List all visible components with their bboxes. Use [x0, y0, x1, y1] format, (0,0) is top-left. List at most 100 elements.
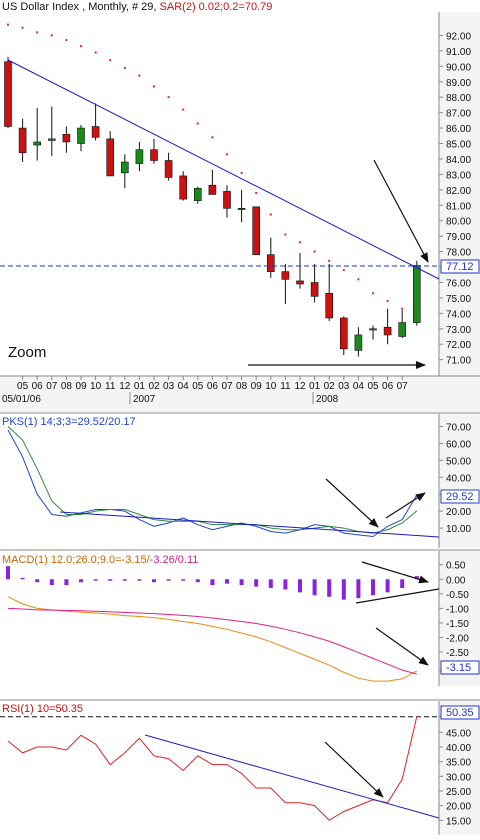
candle-body[interactable]: [179, 175, 187, 200]
sar-dot: [109, 59, 112, 62]
rsi-axis-strip: [439, 701, 480, 835]
candle-body[interactable]: [121, 161, 129, 174]
price-tick-label: 81.00: [446, 201, 471, 212]
candle-body[interactable]: [150, 149, 158, 161]
candle-body[interactable]: [164, 160, 173, 178]
candle-body[interactable]: [310, 282, 319, 297]
month-ticks: 05 06 07 08 09 10 11 12 01 02 03 04 05 06 07 08 09 10 11 12…: [17, 376, 408, 392]
macd-histogram-bar: [181, 579, 186, 581]
candle-body[interactable]: [339, 317, 348, 350]
sar-dot: [328, 259, 331, 262]
candle-body[interactable]: [252, 206, 260, 255]
sar-dot: [415, 361, 418, 364]
zoom-label[interactable]: Zoom: [8, 344, 46, 361]
price-tick-label: 75.00: [446, 294, 471, 305]
rsi-arrow: [324, 741, 384, 798]
rsi-tick-label: 15.00: [446, 816, 471, 827]
price-tick-label: 83.00: [446, 170, 471, 181]
candle-body[interactable]: [223, 191, 231, 209]
candle-body[interactable]: [281, 271, 290, 280]
stochastic-tick-label: 10.00: [446, 524, 471, 535]
macd-histogram-bar: [385, 579, 390, 593]
candle-body[interactable]: [412, 265, 421, 323]
sar-dot: [21, 26, 24, 29]
candle-body[interactable]: [369, 328, 377, 331]
candle-body[interactable]: [194, 187, 202, 201]
candle-body[interactable]: [135, 149, 144, 164]
macd-histogram-bar: [254, 579, 259, 587]
sar-dot: [226, 153, 228, 156]
month-tick-label: 09: [75, 381, 87, 392]
price-tick-label: 80.00: [446, 217, 471, 228]
candle-body[interactable]: [383, 326, 392, 336]
macd-histogram-bar: [225, 579, 229, 584]
date-label-2008: 2008: [316, 394, 339, 405]
month-tick-label: 06: [32, 381, 44, 392]
candle-body[interactable]: [208, 184, 217, 195]
sar-dot: [299, 241, 301, 244]
month-tick-label: 05: [367, 381, 379, 392]
month-tick-label: 02: [148, 381, 160, 392]
macd-histogram-bar: [108, 579, 113, 581]
stochastic-plot-area[interactable]: [0, 414, 439, 548]
macd-title-main: MACD(1) 12.0;26.0;9.0=-3.15/: [2, 554, 151, 566]
price-tick-label: 71.00: [446, 356, 471, 367]
price-tick-label: 76.00: [446, 278, 471, 289]
stochastic-tick-label: 20.00: [446, 507, 471, 518]
candle-body[interactable]: [33, 141, 42, 146]
macd-hist-trendline: [355, 588, 440, 604]
macd-lines: [7, 596, 418, 682]
stochastic-lines: [7, 426, 418, 538]
price-tick-label: 78.00: [446, 248, 471, 259]
month-tick-label: 10: [265, 381, 277, 392]
rsi-plot-area[interactable]: [0, 701, 439, 835]
macd-histogram-bar: [210, 579, 215, 586]
macd-histogram-bar: [239, 579, 244, 586]
macd-last-label: -3.15: [446, 662, 471, 674]
month-tick-label: 07: [46, 381, 58, 392]
price-tick-label: 72.00: [446, 340, 471, 351]
sar-dot: [240, 171, 243, 174]
macd-histogram-bar: [268, 579, 273, 588]
candle-body[interactable]: [62, 133, 71, 143]
breakout-arrow: [373, 159, 429, 263]
sar-dot: [182, 108, 185, 111]
candle-body[interactable]: [106, 138, 114, 177]
price-tick-label: 86.00: [446, 124, 471, 135]
macd-title: MACD(1) 12.0;26.0;9.0=-3.15/-3.26/0.11: [2, 554, 198, 566]
candle-body[interactable]: [91, 126, 100, 138]
rsi-last-label: 50.35: [446, 707, 474, 719]
macd-macd-line: [7, 596, 418, 682]
candle-body[interactable]: [325, 292, 334, 319]
macd-histogram-bar: [79, 579, 83, 583]
candle-body[interactable]: [18, 127, 27, 154]
rsi-trendline: [144, 734, 440, 819]
sar-dot: [401, 307, 404, 310]
rsi-tick-label: 20.00: [446, 802, 471, 813]
candle-body[interactable]: [77, 127, 85, 144]
price-tick-label: 92.00: [446, 31, 471, 42]
candle-body[interactable]: [4, 61, 12, 127]
candle-body[interactable]: [47, 138, 56, 141]
macd-tick-label: -2.50: [446, 648, 469, 659]
candle-body[interactable]: [354, 334, 363, 351]
macd-histogram-bar: [195, 579, 200, 583]
macd-histogram-bar: [298, 579, 302, 593]
candle-body[interactable]: [266, 254, 275, 272]
stochastic-arrow-up: [385, 492, 426, 519]
month-tick-label: 03: [338, 381, 350, 392]
candle-body[interactable]: [237, 208, 246, 210]
macd-histogram-bar: [341, 579, 346, 600]
month-tick-label: 02: [324, 381, 336, 392]
candle-body[interactable]: [296, 280, 304, 285]
price-tick-label: 89.00: [446, 78, 471, 89]
macd-histogram-bar: [64, 579, 69, 586]
price-plot-area[interactable]: [0, 12, 439, 376]
date-axis-strip: [0, 376, 480, 412]
month-tick-label: 10: [90, 381, 102, 392]
month-tick-label: 06: [207, 381, 219, 392]
month-tick-label: 06: [382, 381, 394, 392]
candle-body[interactable]: [398, 322, 407, 337]
